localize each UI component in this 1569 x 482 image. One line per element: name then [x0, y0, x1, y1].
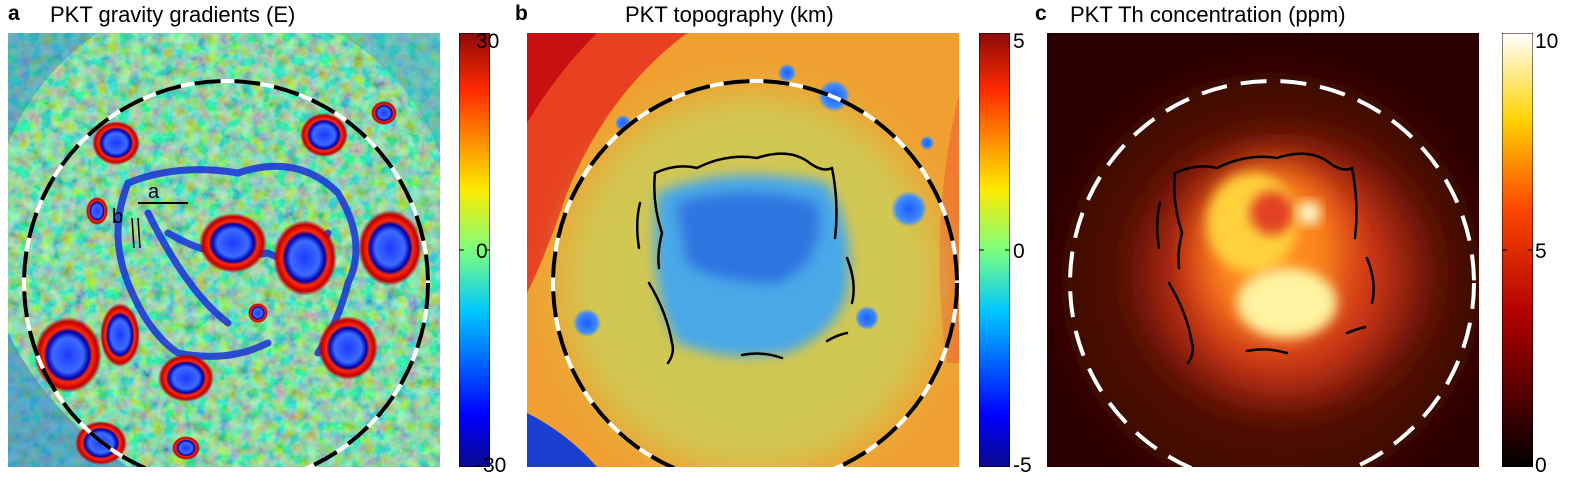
colorbar-gradient: [978, 32, 1011, 468]
colorbar: [978, 32, 1011, 468]
colorbar-max-label: 10: [1535, 30, 1559, 53]
panel-title: PKT Th concentration (ppm): [1070, 2, 1346, 27]
colorbar: [1501, 32, 1534, 468]
colorbar-mid-label: 0: [1013, 240, 1025, 263]
colorbar-min-label: -5: [1013, 454, 1032, 477]
panel-c: c PKT Th concentration (ppm): [1035, 0, 1569, 482]
colorbar-gradient: [1501, 32, 1534, 468]
panel-title: PKT topography (km): [625, 2, 834, 27]
panel-letter: b: [515, 2, 528, 25]
gravity-gradient-map: a b: [8, 33, 440, 467]
colorbar-min-label: 0: [1535, 454, 1547, 477]
panel-letter: c: [1035, 2, 1047, 25]
panel-b: b PKT topography (km): [515, 0, 1035, 482]
colorbar-max-label: 30: [476, 30, 500, 53]
colorbar-gradient: [458, 32, 491, 468]
colorbar: [458, 32, 491, 468]
panel-letter: a: [8, 2, 20, 25]
panel-title: PKT gravity gradients (E): [50, 2, 296, 27]
colorbar-mid-label: 0: [476, 240, 488, 263]
topography-map: [527, 33, 959, 467]
colorbar-min-label: -30: [476, 454, 507, 477]
profile-label-b: b: [112, 206, 123, 228]
thorium-concentration-map: [1047, 33, 1479, 467]
colorbar-mid-label: 5: [1535, 240, 1547, 263]
profile-label-a: a: [148, 181, 160, 203]
panel-a: a PKT gravity gradients (E): [0, 0, 520, 482]
colorbar-max-label: 5: [1013, 30, 1025, 53]
